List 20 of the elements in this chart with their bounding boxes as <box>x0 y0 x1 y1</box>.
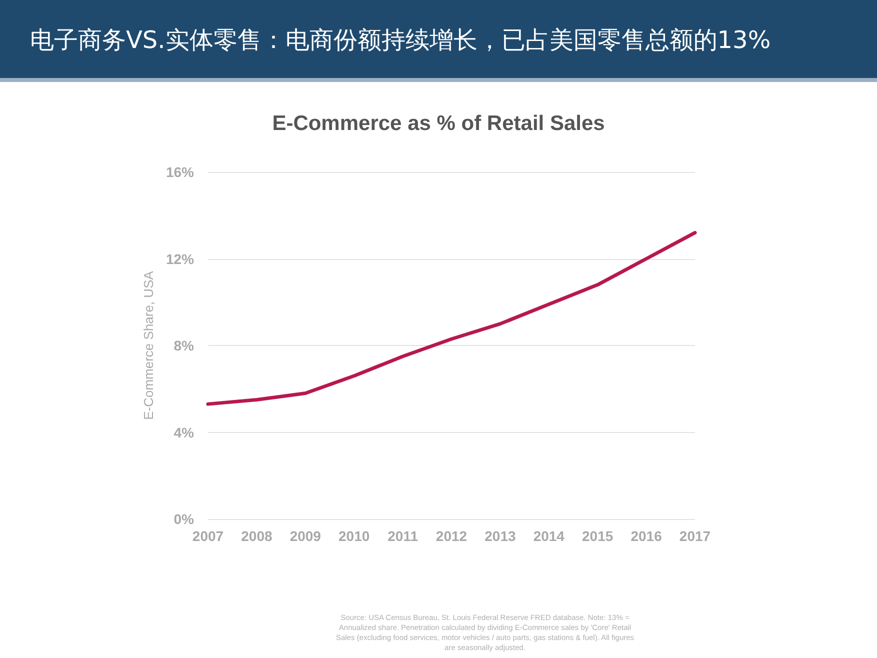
x-tick-label: 2010 <box>338 528 370 544</box>
x-tick-label: 2008 <box>241 528 272 544</box>
x-tick-label: 2017 <box>679 528 711 544</box>
x-tick-label: 2014 <box>533 528 565 544</box>
chart-title: 电子商务VS.实体零售：电商份额持续增长，已占美国零售总额的13% <box>30 25 772 56</box>
y-tick-label: 0% <box>174 511 195 527</box>
x-tick-label: 2016 <box>630 528 662 544</box>
x-tick-label: 2015 <box>582 528 614 544</box>
y-axis-title: E-Commerce Share, USA <box>141 270 156 420</box>
y-tick-label: 16% <box>166 164 195 180</box>
x-tick-label: 2012 <box>436 528 468 544</box>
x-tick-label: 2011 <box>388 528 418 544</box>
y-tick-label: 8% <box>174 338 195 354</box>
chart-subtitle: E-Commerce as % of Retail Sales <box>272 112 605 135</box>
x-tick-label: 2013 <box>484 528 516 544</box>
y-tick-label: 12% <box>166 250 195 267</box>
x-tick-label: 2009 <box>290 528 322 544</box>
line-series <box>206 230 697 406</box>
x-tick-label: 2007 <box>192 528 224 544</box>
y-tick-label: 4% <box>174 424 195 440</box>
